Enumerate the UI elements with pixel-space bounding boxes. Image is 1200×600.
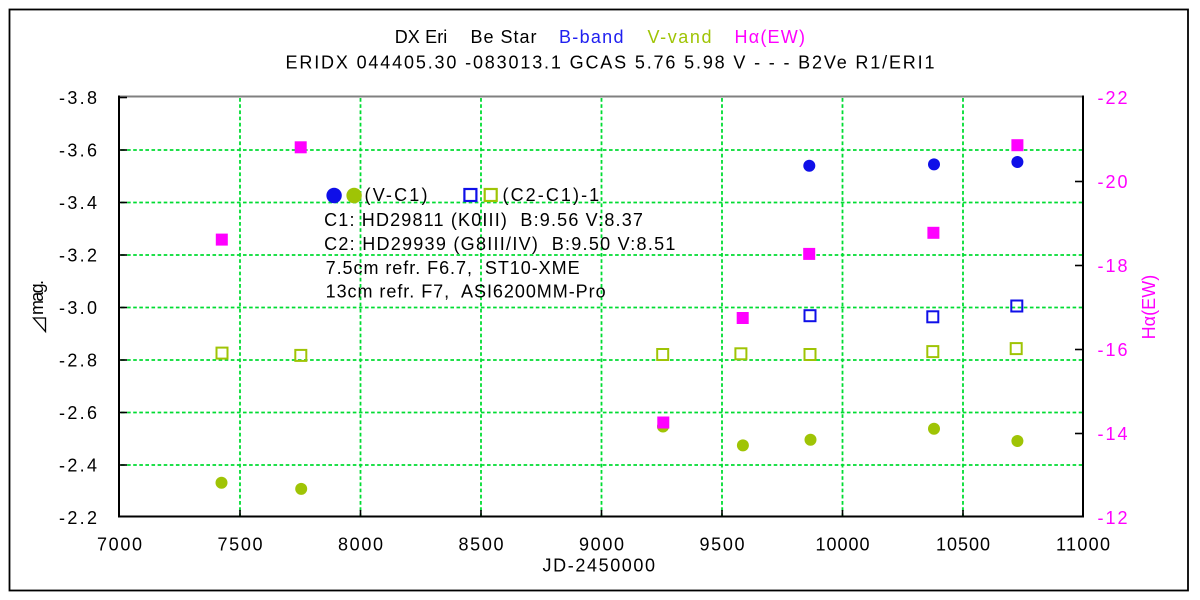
svg-text:mag.: mag.: [27, 280, 47, 315]
svg-text:Hα(EW): Hα(EW): [735, 27, 806, 47]
svg-text:B-band: B-band: [559, 27, 624, 47]
svg-text:9000: 9000: [579, 535, 624, 555]
svg-text:7000: 7000: [97, 535, 142, 555]
svg-text:-14: -14: [1098, 424, 1128, 444]
svg-text:(V-C1): (V-C1): [365, 185, 428, 205]
svg-text:V-vand: V-vand: [648, 27, 712, 47]
svg-text:11000: 11000: [1056, 535, 1110, 555]
svg-text:7.5cm refr. F6.7, ST10-XME: 7.5cm refr. F6.7, ST10-XME: [326, 258, 580, 278]
svg-text:-12: -12: [1098, 508, 1128, 528]
svg-text:JD-2450000: JD-2450000: [543, 556, 656, 576]
svg-text:8500: 8500: [459, 535, 504, 555]
svg-text:Be Star: Be Star: [471, 27, 537, 47]
svg-text:DX Eri: DX Eri: [395, 27, 448, 47]
svg-text:-18: -18: [1098, 256, 1128, 276]
svg-text:13cm refr. F7, ASI6200MM-Pro: 13cm refr. F7, ASI6200MM-Pro: [326, 282, 606, 302]
svg-text:(C2-C1)-1: (C2-C1)-1: [503, 185, 600, 205]
svg-text:-22: -22: [1098, 88, 1128, 108]
svg-text:C2: HD29939 (G8III/IV) B:9.50: C2: HD29939 (G8III/IV) B:9.50 V:8.51: [324, 234, 675, 254]
svg-text:7500: 7500: [218, 535, 263, 555]
svg-text:-16: -16: [1098, 340, 1128, 360]
svg-text:10500: 10500: [936, 535, 990, 555]
svg-text:9500: 9500: [700, 535, 745, 555]
svg-text:Hα(EW): Hα(EW): [1139, 275, 1159, 340]
svg-text:10000: 10000: [816, 535, 870, 555]
svg-text:8000: 8000: [338, 535, 383, 555]
svg-text:C1: HD29811 (K0III) B:9.56 V:: C1: HD29811 (K0III) B:9.56 V:8.37: [324, 210, 643, 230]
svg-text:ERIDX 044405.30 -083013.1 GCAS: ERIDX 044405.30 -083013.1 GCAS 5.76 5.98…: [286, 53, 935, 73]
svg-text:-20: -20: [1098, 172, 1128, 192]
